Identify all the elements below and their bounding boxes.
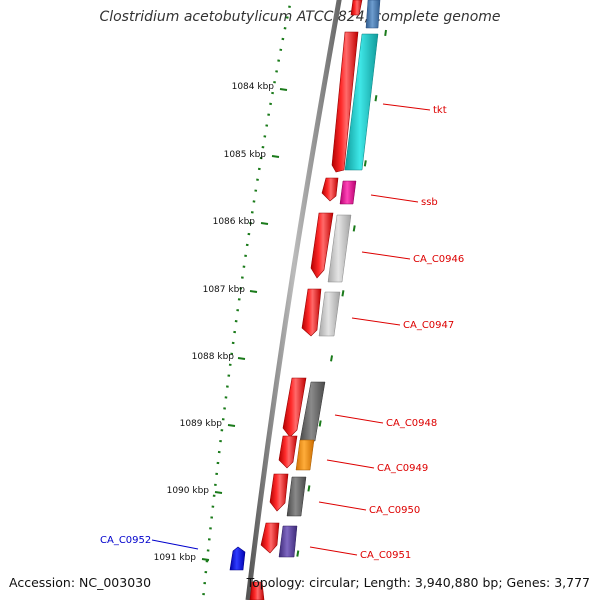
gene-labels: tkt ssb CA_C0946 CA_C0947 CA_C0948 CA_C0…	[100, 105, 464, 561]
tick-mark	[237, 357, 246, 360]
cog-bar-tkt[interactable]	[344, 33, 379, 171]
cds-arrow-ssb[interactable]	[321, 177, 339, 202]
cog-bar-CA_C0946[interactable]	[327, 214, 352, 283]
cds-arrow-CA_C0949[interactable]	[278, 435, 298, 469]
gene-label-CA_C0950[interactable]: CA_C0950	[369, 505, 420, 516]
cds-arrow-CA_C0948[interactable]	[282, 377, 307, 438]
accession-text: Accession: NC_003030	[9, 575, 152, 590]
cog-bar-ssb[interactable]	[339, 180, 357, 205]
tick-marks	[201, 88, 288, 561]
cds-arrow-CA_C0947[interactable]	[301, 288, 322, 337]
cog-features	[278, 0, 381, 558]
map-title: Clostridium acetobutylicum ATCC 824, com…	[99, 9, 501, 25]
gene-label-CA_C0948[interactable]: CA_C0948	[386, 418, 437, 429]
tick-mark	[260, 222, 269, 225]
tick-mark	[214, 491, 223, 494]
tick-mark	[227, 424, 236, 427]
tick-label: 1090 kbp	[167, 486, 210, 496]
cog-bar-CA_C0951[interactable]	[278, 525, 298, 558]
tick-label: 1084 kbp	[232, 82, 275, 92]
cog-bar-CA_C0950[interactable]	[286, 476, 307, 517]
genome-summary-text: Topology: circular; Length: 3,940,880 bp…	[246, 575, 590, 590]
tick-label: 1086 kbp	[213, 217, 256, 227]
cds-arrow-top-stub[interactable]	[350, 0, 363, 16]
cog-bar-CA_C0949[interactable]	[295, 439, 315, 471]
tick-mark	[271, 155, 280, 158]
cog-bar-top[interactable]	[365, 0, 381, 29]
cog-bar-CA_C0948[interactable]	[299, 381, 326, 442]
gene-label-CA_C0949[interactable]: CA_C0949	[377, 463, 428, 474]
cds-arrow-CA_C0952[interactable]	[229, 546, 246, 571]
tick-labels: 1084 kbp 1085 kbp 1086 kbp 1087 kbp 1088…	[154, 82, 275, 563]
label-leaders	[151, 103, 431, 556]
gene-label-CA_C0947[interactable]: CA_C0947	[403, 320, 454, 331]
cds-arrow-CA_C0946[interactable]	[310, 212, 334, 279]
cds-arrow-tkt[interactable]	[331, 31, 359, 173]
gene-label-CA_C0946[interactable]: CA_C0946	[413, 254, 464, 265]
gene-label-ssb[interactable]: ssb	[421, 197, 438, 208]
tick-label: 1088 kbp	[192, 352, 235, 362]
cds-arrow-CA_C0950[interactable]	[269, 473, 289, 512]
gene-label-CA_C0951[interactable]: CA_C0951	[360, 550, 411, 561]
tick-mark	[279, 88, 288, 91]
backbone	[245, 0, 342, 600]
tick-label: 1089 kbp	[180, 419, 223, 429]
tick-label: 1087 kbp	[203, 285, 246, 295]
cds-arrow-CA_C0951[interactable]	[260, 522, 280, 554]
tick-mark	[249, 290, 258, 293]
tick-mark	[201, 558, 210, 561]
tick-label: 1091 kbp	[154, 553, 197, 563]
gene-label-CA_C0952[interactable]: CA_C0952	[100, 535, 151, 546]
tick-label: 1085 kbp	[224, 150, 267, 160]
cds-features	[249, 0, 363, 600]
gene-label-tkt[interactable]: tkt	[433, 105, 447, 116]
cds-arrow-bottom-stub[interactable]	[249, 581, 265, 600]
cog-bar-CA_C0947[interactable]	[318, 291, 341, 337]
